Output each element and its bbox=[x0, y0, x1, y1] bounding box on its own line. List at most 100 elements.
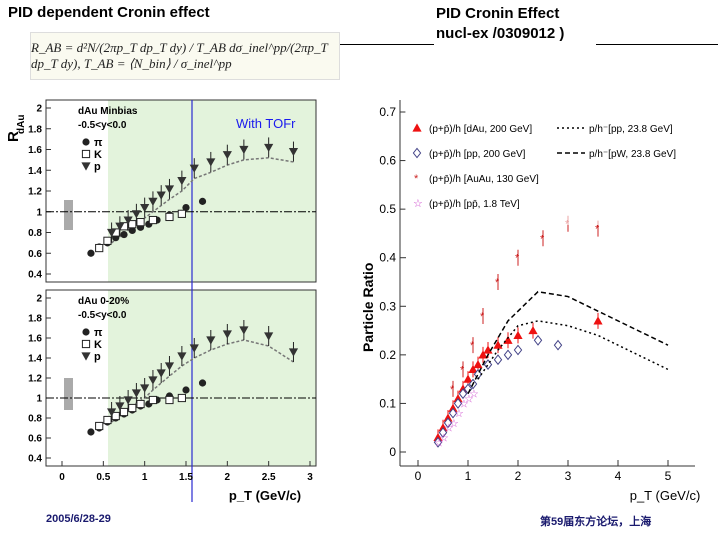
data-point: ☆ bbox=[444, 423, 454, 435]
data-point-pion bbox=[182, 386, 190, 394]
title-underline-left bbox=[338, 44, 434, 45]
ytick-label: 0.4 bbox=[379, 251, 396, 265]
data-point-kaon bbox=[165, 395, 174, 405]
data-point-proton bbox=[148, 197, 158, 206]
data-point: ☆ bbox=[469, 389, 479, 401]
data-point-pion bbox=[87, 428, 95, 436]
data-point-pion bbox=[198, 379, 207, 387]
data-point: ☆ bbox=[454, 408, 464, 420]
legend-label: K bbox=[94, 149, 102, 161]
xtick-label: 0.5 bbox=[96, 472, 110, 483]
data-point-proton bbox=[115, 402, 125, 411]
tofr-annotation: With TOFr bbox=[236, 116, 296, 131]
data-point bbox=[453, 398, 463, 409]
green-band-top bbox=[108, 100, 316, 282]
rdau-ylabel-sub: dAu bbox=[16, 115, 27, 134]
data-point bbox=[553, 339, 563, 351]
data-point-pion bbox=[182, 204, 190, 212]
legend-label: p/h⁻[pW, 23.8 GeV] bbox=[589, 149, 676, 160]
data-point-proton bbox=[288, 348, 299, 357]
data-point-proton bbox=[189, 344, 199, 353]
xtick-label: 3 bbox=[565, 469, 572, 483]
panel-title: dAu 0-20% bbox=[78, 296, 129, 307]
xtick-label: 2.5 bbox=[262, 472, 276, 483]
legend-label: π bbox=[94, 327, 103, 339]
data-point bbox=[503, 335, 513, 344]
data-point: ☆ bbox=[464, 394, 474, 406]
series-curve bbox=[467, 290, 669, 395]
right-particle-ratio-chart: Particle Ratio 0 0.1 0.2 0.3 0.4 0.5 0.6 0.7 0 1 2… bbox=[360, 100, 700, 503]
legend-label: p bbox=[94, 161, 101, 173]
data-point-proton bbox=[206, 336, 216, 345]
ytick-label: 1.8 bbox=[28, 314, 42, 325]
ytick-label: 1.4 bbox=[28, 354, 42, 365]
data-point bbox=[443, 417, 453, 429]
data-point-kaon bbox=[111, 411, 120, 421]
rab-formula-box: R_AB = d²N/(2πp_T dp_T dy) / T_AB dσ_ine… bbox=[30, 32, 340, 80]
legend-marker bbox=[412, 123, 422, 132]
data-point: * bbox=[450, 384, 455, 396]
ytick-label: 2 bbox=[36, 104, 42, 115]
green-band-bottom bbox=[108, 290, 316, 466]
data-point-kaon bbox=[128, 220, 137, 229]
data-point-proton bbox=[115, 222, 125, 231]
data-point-proton bbox=[156, 369, 166, 378]
data-point-pion bbox=[87, 249, 95, 257]
ytick-label: 1.4 bbox=[28, 166, 42, 177]
data-point-kaon bbox=[136, 218, 145, 227]
ytick-label: 0.6 bbox=[28, 434, 42, 445]
xtick-label: 1 bbox=[142, 472, 148, 483]
data-point-kaon bbox=[95, 243, 104, 253]
data-point bbox=[533, 334, 543, 346]
data-point-proton bbox=[222, 330, 232, 339]
ytick-label: 0.4 bbox=[28, 454, 42, 465]
ytick-label: 0.3 bbox=[379, 299, 396, 313]
data-point: ☆ bbox=[434, 437, 444, 449]
ytick-label: 1.6 bbox=[28, 334, 42, 345]
panel-title: dAu Minbias bbox=[78, 106, 138, 117]
ytick-label: 1 bbox=[36, 394, 42, 405]
right-title-line2: nucl-ex /0309012 ) bbox=[436, 25, 565, 42]
data-point-pion bbox=[120, 230, 128, 239]
ytick-label: 2 bbox=[36, 294, 42, 305]
data-point-kaon bbox=[119, 407, 129, 417]
legend-marker bbox=[412, 147, 422, 159]
data-point-kaon bbox=[136, 399, 145, 409]
data-point bbox=[463, 374, 473, 383]
data-point-proton bbox=[264, 143, 274, 153]
xtick-label: 4 bbox=[615, 469, 622, 483]
data-point-proton bbox=[123, 396, 133, 405]
ytick-label: 0.4 bbox=[28, 270, 42, 281]
series-curve bbox=[477, 320, 669, 380]
data-point-proton bbox=[131, 389, 141, 398]
data-point bbox=[468, 364, 478, 374]
syst-band-bottom bbox=[64, 378, 73, 410]
data-point-proton bbox=[123, 216, 133, 225]
data-point: * bbox=[595, 224, 600, 236]
legend-marker: * bbox=[414, 173, 419, 185]
title-underline-right bbox=[596, 44, 718, 45]
legend-label: (p+p̄)/h [AuAu, 130 GeV] bbox=[429, 174, 539, 185]
data-point-proton bbox=[131, 210, 141, 219]
xtick-label: 1 bbox=[465, 469, 472, 483]
data-point-kaon bbox=[165, 212, 174, 222]
xtick-label: 3 bbox=[307, 472, 313, 483]
ytick-label: 1.8 bbox=[28, 124, 42, 135]
data-point-pion bbox=[128, 226, 136, 235]
model-curve bbox=[111, 157, 294, 244]
xtick-label: 0 bbox=[415, 469, 422, 483]
data-point-kaon bbox=[148, 395, 158, 405]
data-point-proton bbox=[107, 408, 117, 417]
data-point-proton bbox=[206, 158, 216, 167]
data-point: ☆ bbox=[449, 418, 459, 430]
legend-label: K bbox=[94, 339, 102, 351]
data-point-kaon bbox=[148, 215, 158, 225]
xtick-label: 5 bbox=[665, 469, 672, 483]
data-point: * bbox=[460, 364, 465, 376]
data-point bbox=[593, 316, 603, 325]
data-point: * bbox=[495, 277, 500, 289]
ytick-label: 1.2 bbox=[28, 374, 42, 385]
data-point bbox=[478, 350, 488, 359]
ytick-label: 1.2 bbox=[28, 187, 42, 198]
data-point-proton bbox=[239, 145, 249, 155]
